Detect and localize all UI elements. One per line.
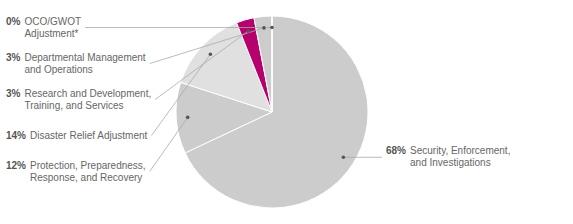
category-label: OCO/GWOTAdjustment*: [24, 16, 81, 39]
leader-dot: [262, 26, 266, 30]
slice-label: 14% Disaster Relief Adjustment: [6, 130, 148, 141]
slice-label: 68% Security, Enforcement,and Investigati…: [386, 145, 510, 168]
leader-dot: [247, 29, 251, 33]
leader-line: [152, 54, 211, 135]
leader-dot: [270, 26, 274, 30]
category-label: Disaster Relief Adjustment: [30, 130, 147, 141]
category-label: Research and Development,Training, and S…: [24, 88, 151, 111]
slice-label: 3%Departmental Managementand Operations: [6, 52, 146, 75]
category-label: Protection, Preparedness,Response, and R…: [30, 160, 146, 183]
leader-dot: [342, 155, 346, 159]
slice-label: 12% Protection, Preparedness,Response, an…: [6, 160, 146, 183]
value-label: 12%: [6, 160, 26, 171]
slice-label: 0%OCO/GWOTAdjustment*: [6, 16, 81, 39]
leader-line: [150, 28, 264, 64]
value-label: 68%: [386, 145, 406, 156]
value-label: 0%: [6, 16, 21, 27]
leader-line: [85, 27, 272, 28]
value-label: 3%: [6, 52, 21, 63]
value-label: 14%: [6, 130, 26, 141]
leader-line: [155, 31, 248, 100]
chart: 0%OCO/GWOTAdjustment*3%Departmental Mana…: [0, 0, 573, 224]
leader-line: [343, 157, 382, 158]
slice: [271, 16, 272, 112]
value-label: 3%: [6, 88, 21, 99]
slice-label: 3%Research and Development,Training, and…: [6, 88, 151, 111]
labels: 0%OCO/GWOTAdjustment*3%Departmental Mana…: [6, 16, 510, 183]
pie: [176, 16, 368, 208]
category-label: Departmental Managementand Operations: [24, 52, 145, 75]
category-label: Security, Enforcement,and Investigations: [410, 145, 510, 168]
leader-dot: [209, 52, 213, 56]
dots: [186, 26, 345, 159]
leaders: [85, 28, 382, 172]
leader-line: [150, 117, 188, 171]
leader-dot: [186, 116, 190, 120]
